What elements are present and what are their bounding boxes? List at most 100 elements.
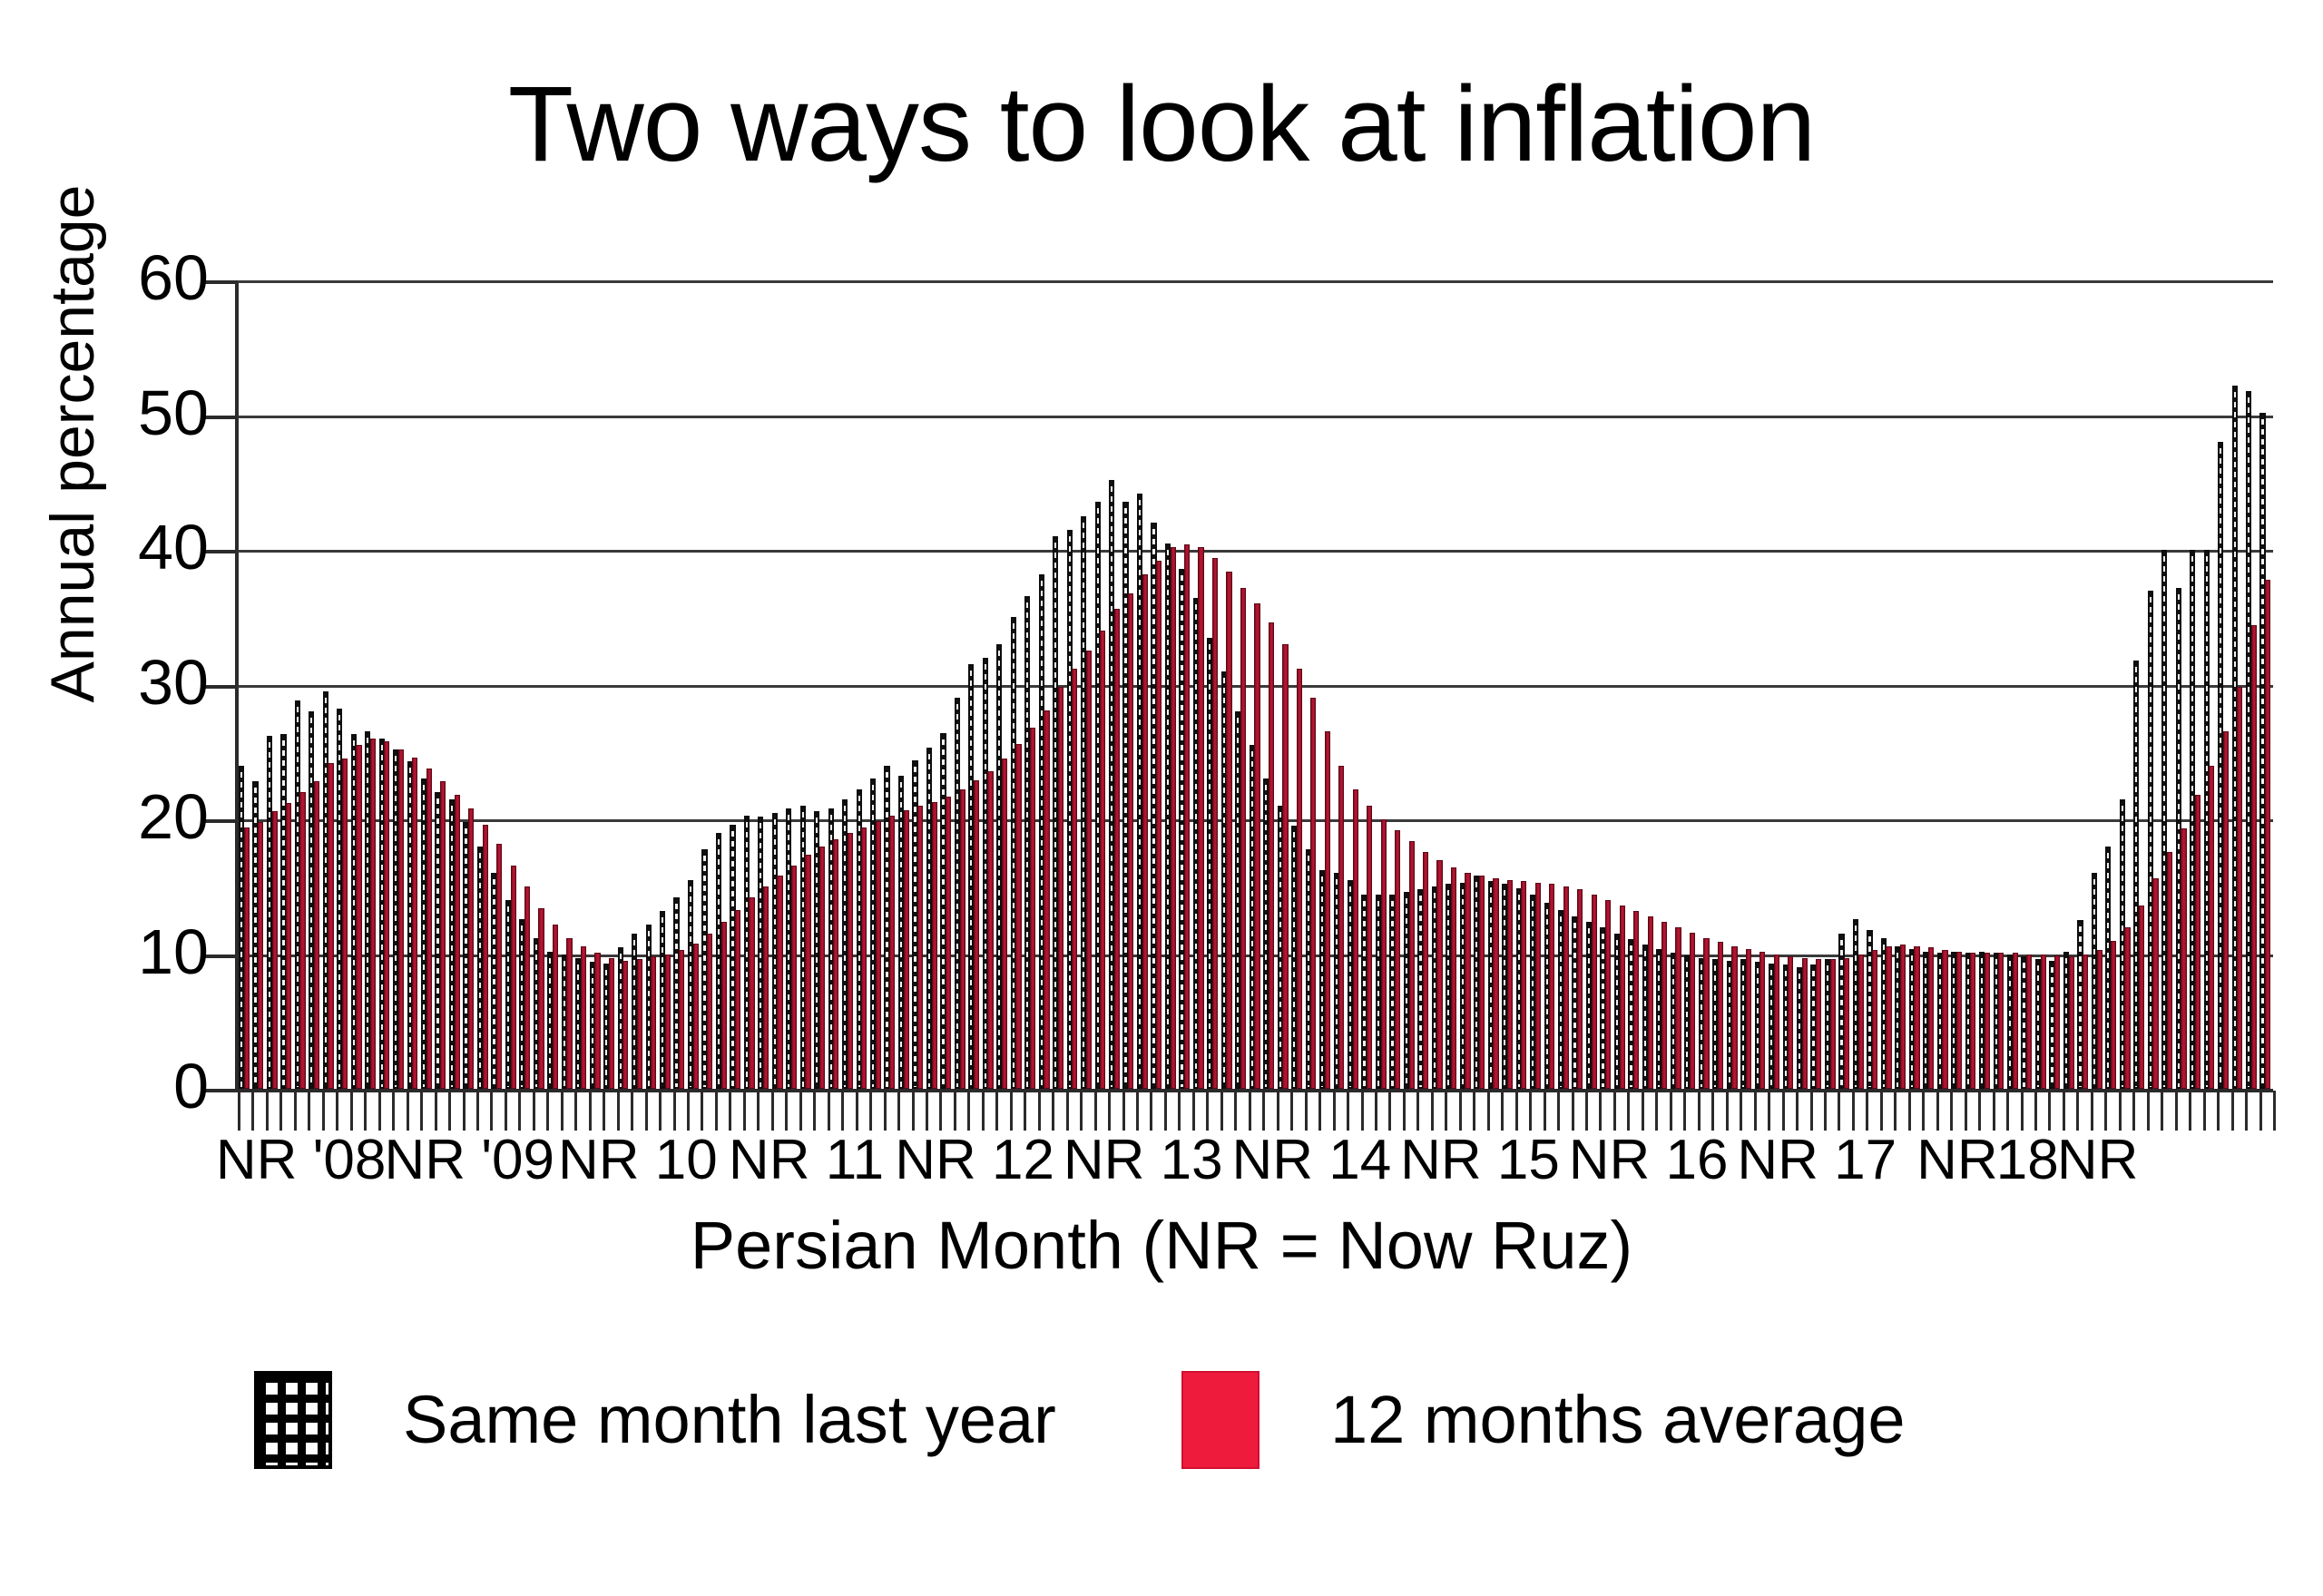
x-tick-mark — [659, 1091, 662, 1131]
x-tick-mark — [1332, 1091, 1336, 1131]
bar-12-months-average — [1998, 953, 2004, 1089]
bar-12-months-average — [1478, 876, 1485, 1089]
x-tick-mark — [1052, 1091, 1055, 1131]
legend-swatch-hatched-icon — [254, 1371, 332, 1469]
x-tick-mark — [1922, 1091, 1926, 1131]
x-tick-mark — [588, 1091, 592, 1131]
bar-same-month-last-year — [1642, 945, 1648, 1089]
bar-group — [1585, 280, 1599, 1089]
bar-group — [350, 280, 364, 1089]
bar-same-month-last-year — [828, 808, 834, 1089]
bar-same-month-last-year — [1852, 918, 1859, 1089]
bar-group — [813, 280, 827, 1089]
plot-area — [238, 280, 2273, 1092]
x-tick-mark — [2062, 1091, 2065, 1131]
bar-12-months-average — [594, 953, 601, 1089]
bar-group — [251, 280, 265, 1089]
bar-same-month-last-year — [1249, 745, 1255, 1089]
bar-group — [729, 280, 742, 1089]
bar-same-month-last-year — [1207, 637, 1213, 1089]
bar-12-months-average — [1493, 878, 1499, 1089]
legend-label-same-month-last-year: Same month last year — [403, 1382, 1056, 1457]
bar-group — [2104, 280, 2118, 1089]
bar-group — [1262, 280, 1276, 1089]
bar-12-months-average — [1886, 945, 1892, 1089]
x-tick-mark — [687, 1091, 690, 1131]
bar-12-months-average — [356, 745, 362, 1089]
bar-same-month-last-year — [2105, 846, 2112, 1089]
bar-12-months-average — [1310, 698, 1317, 1089]
bar-12-months-average — [1352, 789, 1358, 1089]
bar-12-months-average — [1338, 765, 1345, 1089]
x-tick-mark — [1669, 1091, 1672, 1131]
bar-12-months-average — [917, 806, 924, 1089]
x-tick-mark — [2090, 1091, 2093, 1131]
x-axis-labels: NR '08 NR '09 NR 10 NR 11 NR 12 NR 13 NR 14 NR … — [216, 1129, 2273, 1201]
bar-group — [1922, 280, 1936, 1089]
bar-12-months-average — [1872, 950, 1878, 1089]
x-tick-mark — [813, 1091, 817, 1131]
bar-same-month-last-year — [701, 848, 708, 1089]
bar-12-months-average — [2026, 954, 2033, 1089]
x-tick-mark — [1009, 1091, 1013, 1131]
bar-group — [1782, 280, 1796, 1089]
x-tick-mark — [1796, 1091, 1799, 1131]
bar-group — [2021, 280, 2034, 1089]
bar-group — [378, 280, 392, 1089]
x-tick-mark — [462, 1091, 466, 1131]
x-tick-mark — [1430, 1091, 1434, 1131]
x-tick-mark — [1641, 1091, 1644, 1131]
bar-same-month-last-year — [1081, 515, 1087, 1089]
x-tick-mark — [420, 1091, 424, 1131]
bar-group — [1361, 280, 1375, 1089]
y-tick-label-60: 60 — [138, 242, 209, 313]
x-tick-mark — [603, 1091, 606, 1131]
x-tick-mark — [1290, 1091, 1294, 1131]
bar-12-months-average — [1577, 889, 1583, 1089]
bar-group — [1416, 280, 1430, 1089]
bar-12-months-average — [1563, 886, 1569, 1089]
bar-same-month-last-year — [1066, 529, 1073, 1089]
bar-same-month-last-year — [1670, 953, 1676, 1089]
x-tick-label: NR 12 — [895, 1129, 1054, 1191]
bar-same-month-last-year — [1613, 934, 1621, 1089]
bar-group — [1220, 280, 1234, 1089]
bar-group — [1445, 280, 1458, 1089]
bar-group — [799, 280, 813, 1089]
bar-same-month-last-year — [842, 798, 848, 1089]
bar-12-months-average — [805, 854, 811, 1089]
bar-12-months-average — [580, 945, 587, 1089]
x-tick-mark — [293, 1091, 297, 1131]
x-tick-mark — [1838, 1091, 1841, 1131]
x-tick-mark — [1936, 1091, 1939, 1131]
bar-group — [1515, 280, 1529, 1089]
bar-12-months-average — [2222, 731, 2229, 1089]
x-tick-mark — [785, 1091, 789, 1131]
y-tick-label-20: 20 — [138, 781, 209, 852]
bar-12-months-average — [2237, 687, 2243, 1089]
bar-12-months-average — [1521, 881, 1527, 1089]
bar-same-month-last-year — [758, 817, 764, 1089]
bar-group — [1080, 280, 1093, 1089]
bar-12-months-average — [720, 921, 727, 1089]
bar-group — [785, 280, 799, 1089]
bar-group — [1206, 280, 1220, 1089]
bar-12-months-average — [1717, 942, 1724, 1089]
x-tick-mark — [1809, 1091, 1813, 1131]
bar-12-months-average — [1198, 547, 1204, 1089]
bar-group — [435, 280, 448, 1089]
x-tick-mark — [1304, 1091, 1308, 1131]
bar-group — [533, 280, 546, 1089]
bar-group — [869, 280, 883, 1089]
bar-12-months-average — [468, 808, 475, 1089]
x-tick-mark — [2048, 1091, 2052, 1131]
x-tick-mark — [1851, 1091, 1855, 1131]
bar-12-months-average — [2110, 940, 2117, 1089]
x-tick-mark — [1220, 1091, 1223, 1131]
x-tick-mark — [1514, 1091, 1518, 1131]
x-tick-label: NR 17 — [1737, 1129, 1897, 1191]
x-tick-mark — [2259, 1091, 2262, 1131]
bar-group — [336, 280, 349, 1089]
bar-group — [2076, 280, 2090, 1089]
bar-group — [1487, 280, 1501, 1089]
